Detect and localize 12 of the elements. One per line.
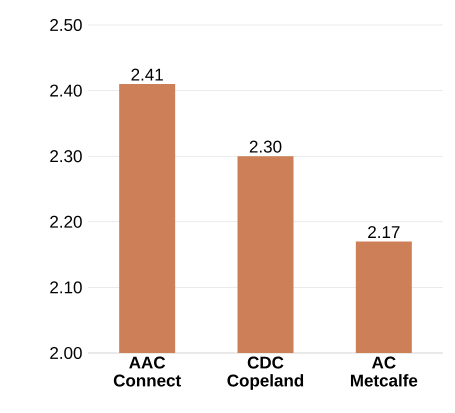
data-label: 2.30 xyxy=(250,140,282,153)
y-tick-label: 2.20 xyxy=(50,216,82,228)
x-tick-label: CDC Copeland xyxy=(227,356,304,390)
y-tick-label: 2.00 xyxy=(50,346,82,360)
x-tick-label: AC Metcalfe xyxy=(350,356,418,387)
data-label: 2.41 xyxy=(131,68,163,81)
y-tick-label: 2.40 xyxy=(50,84,82,97)
x-tick-label: AAC Connect xyxy=(114,356,181,387)
y-tick-label: 2.50 xyxy=(50,18,82,32)
y-tick-label: 2.30 xyxy=(50,150,82,162)
data-label: 2.17 xyxy=(368,226,400,238)
y-tick-label: 2.10 xyxy=(50,281,82,294)
